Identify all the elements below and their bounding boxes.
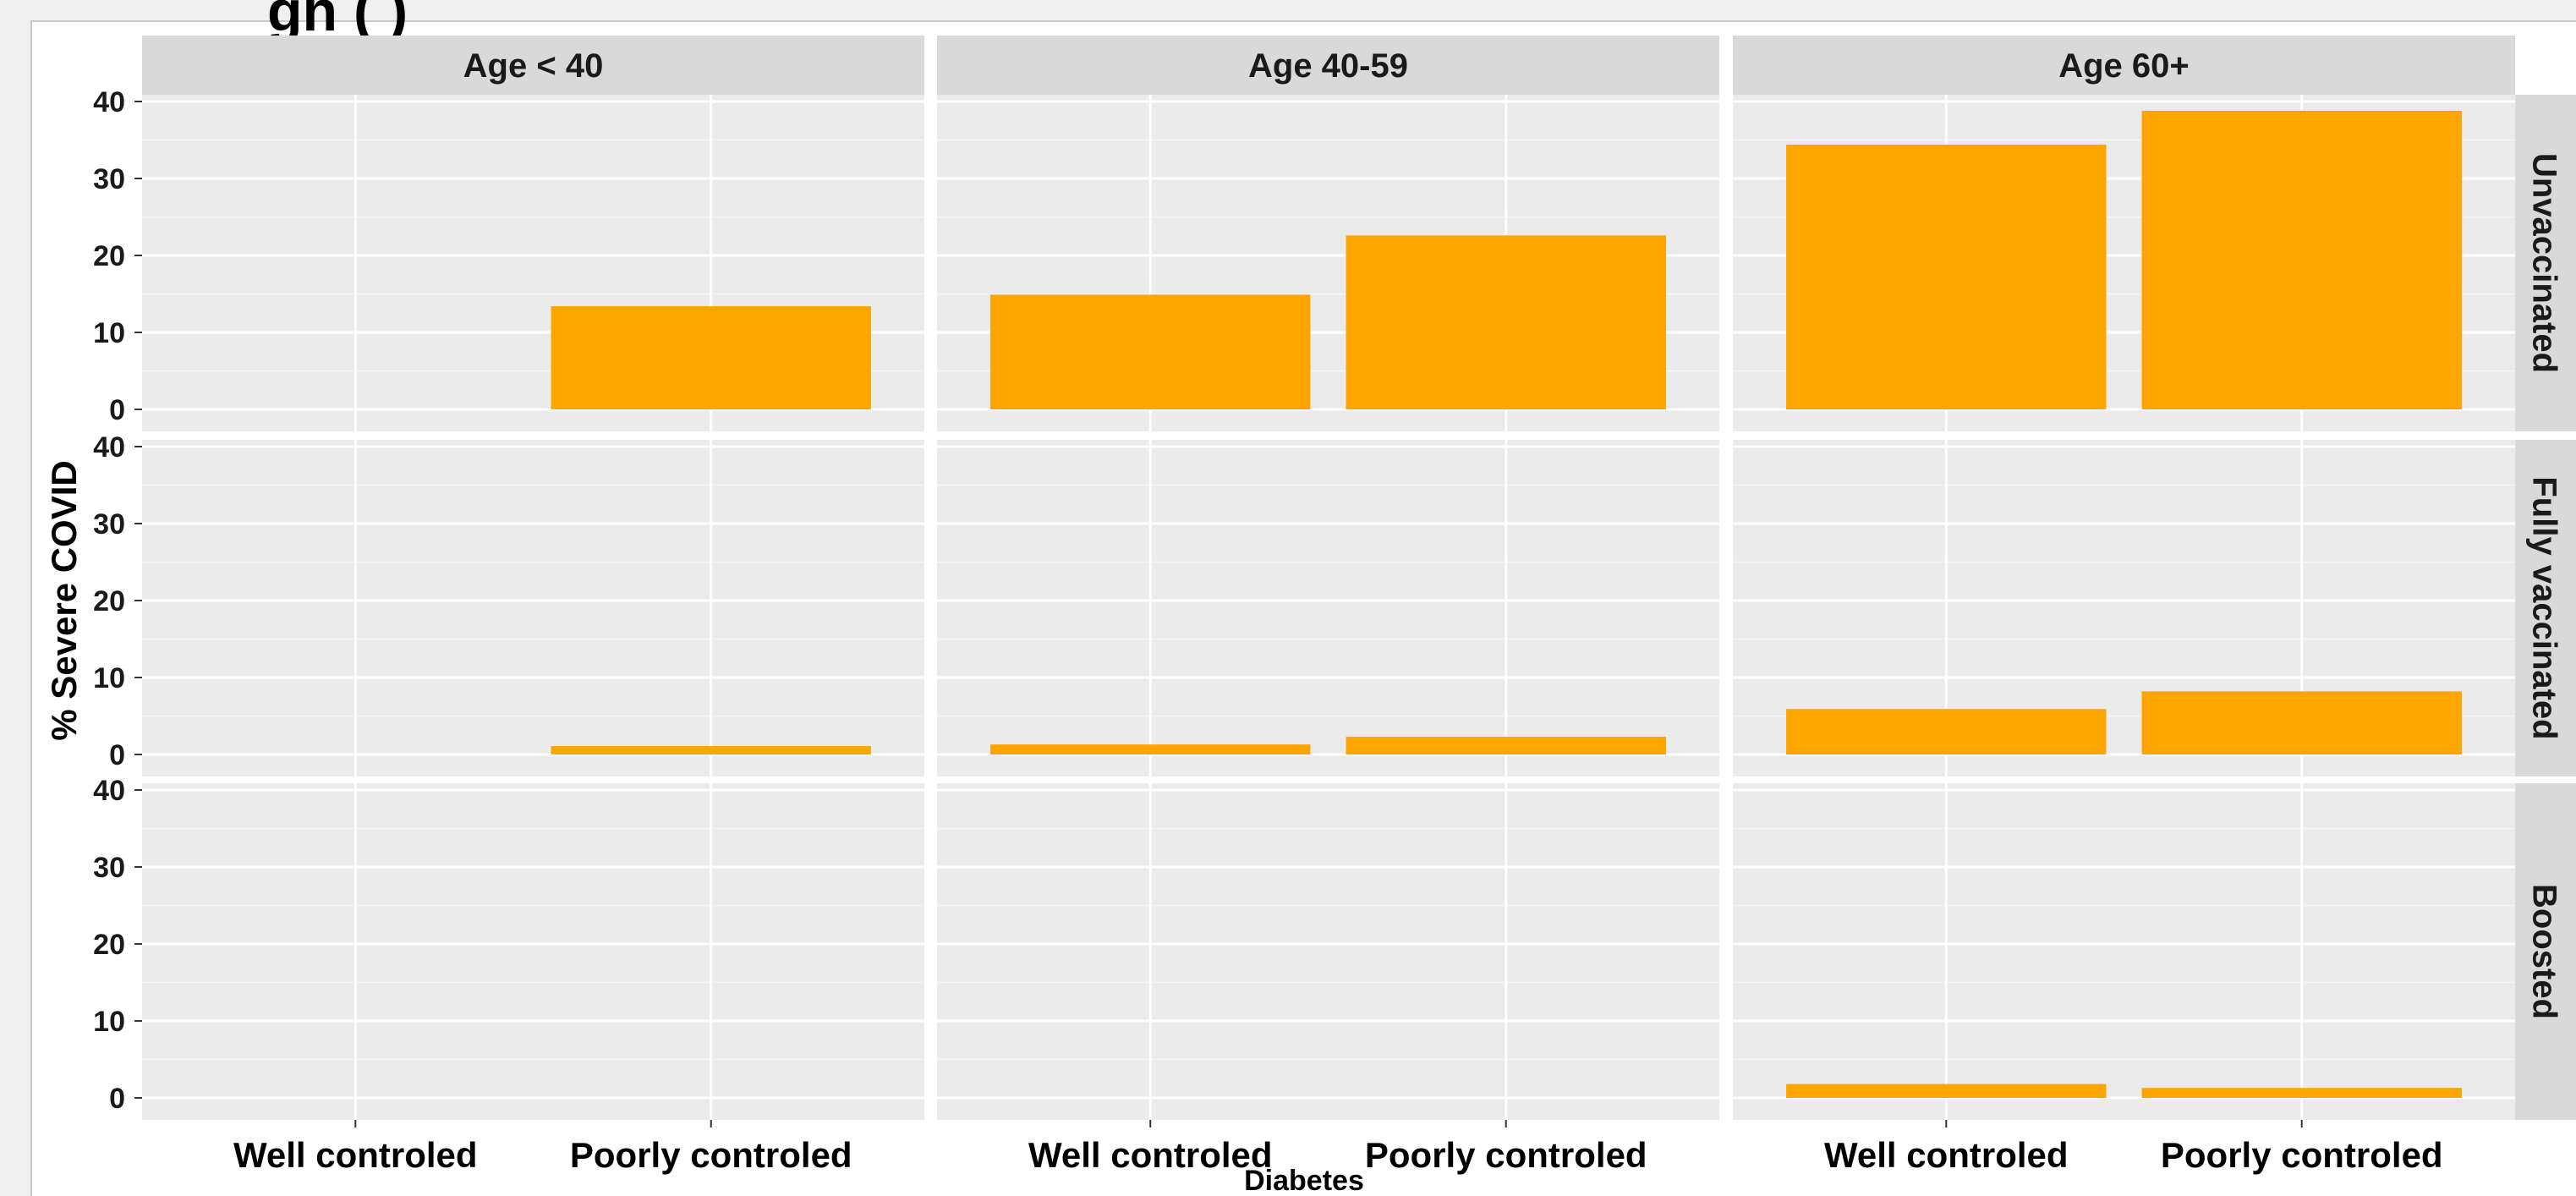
y-tick-label: 0 [109, 1083, 125, 1115]
y-tick-label: 20 [93, 585, 125, 617]
facet-strip-label: Fully vaccinated [2526, 476, 2563, 739]
bar-boosted-age-60-well-controled [1786, 1084, 2107, 1098]
x-axis-title: Diabetes [1244, 1165, 1364, 1194]
x-tick-label: Well controled [1824, 1135, 2069, 1175]
bar-unvaccinated-age-40-59-well-controled [990, 294, 1311, 409]
facet-strip-label: Boosted [2526, 884, 2563, 1019]
bar-unvaccinated-age-60-well-controled [1786, 144, 2107, 409]
bar-unvaccinated-age-60-poorly-controled [2141, 110, 2462, 410]
facet-strip-label: Age 60+ [2058, 47, 2190, 85]
panel-background [937, 440, 1719, 776]
y-tick-label: 0 [109, 394, 125, 426]
x-tick-label: Poorly controled [1365, 1135, 1647, 1175]
x-tick-label: Well controled [233, 1135, 478, 1175]
y-tick-label: 40 [93, 775, 125, 807]
facet-strip-fully-vaccinated [2514, 440, 2576, 776]
y-tick-label: 40 [93, 431, 125, 464]
bar-fully-vaccinated-age-60-poorly-controled [2141, 691, 2462, 754]
y-tick-label: 0 [109, 739, 125, 771]
facet-strip-unvaccinated [2514, 95, 2576, 431]
x-tick-label: Poorly controled [570, 1135, 852, 1175]
facet-strip-label: Age 40-59 [1248, 47, 1408, 85]
bar-unvaccinated-age-40-poorly-controled [551, 306, 871, 409]
facet-strip-age-60 [1733, 36, 2515, 95]
panel-background [1733, 783, 2515, 1120]
bar-unvaccinated-age-40-59-poorly-controled [1346, 235, 1666, 409]
y-axis-title: % Severe COVID [44, 460, 84, 741]
x-tick-label: Poorly controled [2161, 1135, 2443, 1175]
y-tick-label: 10 [93, 317, 125, 349]
y-tick-label: 20 [93, 240, 125, 272]
y-tick-label: 20 [93, 929, 125, 961]
bar-fully-vaccinated-age-40-59-poorly-controled [1346, 737, 1666, 754]
facet-strip-age-40 [142, 36, 924, 95]
y-tick-label: 30 [93, 852, 125, 884]
bar-fully-vaccinated-age-40-poorly-controled [551, 745, 871, 754]
facet-strip-boosted [2514, 783, 2576, 1120]
facet-strip-label: Unvaccinated [2526, 153, 2563, 373]
y-tick-label: 10 [93, 662, 125, 694]
bar-fully-vaccinated-age-60-well-controled [1786, 709, 2107, 754]
facet-strip-label: Age < 40 [463, 47, 604, 85]
panel-background [142, 783, 924, 1120]
bar-fully-vaccinated-age-40-59-well-controled [990, 744, 1311, 754]
panel-background [142, 440, 924, 776]
x-tick-label: Well controled [1028, 1135, 1273, 1175]
y-tick-label: 40 [93, 86, 125, 118]
y-tick-label: 10 [93, 1006, 125, 1038]
y-tick-label: 30 [93, 508, 125, 540]
y-tick-label: 30 [93, 163, 125, 195]
panel-background [937, 783, 1719, 1120]
bar-boosted-age-60-poorly-controled [2141, 1088, 2462, 1098]
facet-strip-age-40-59 [937, 36, 1719, 95]
